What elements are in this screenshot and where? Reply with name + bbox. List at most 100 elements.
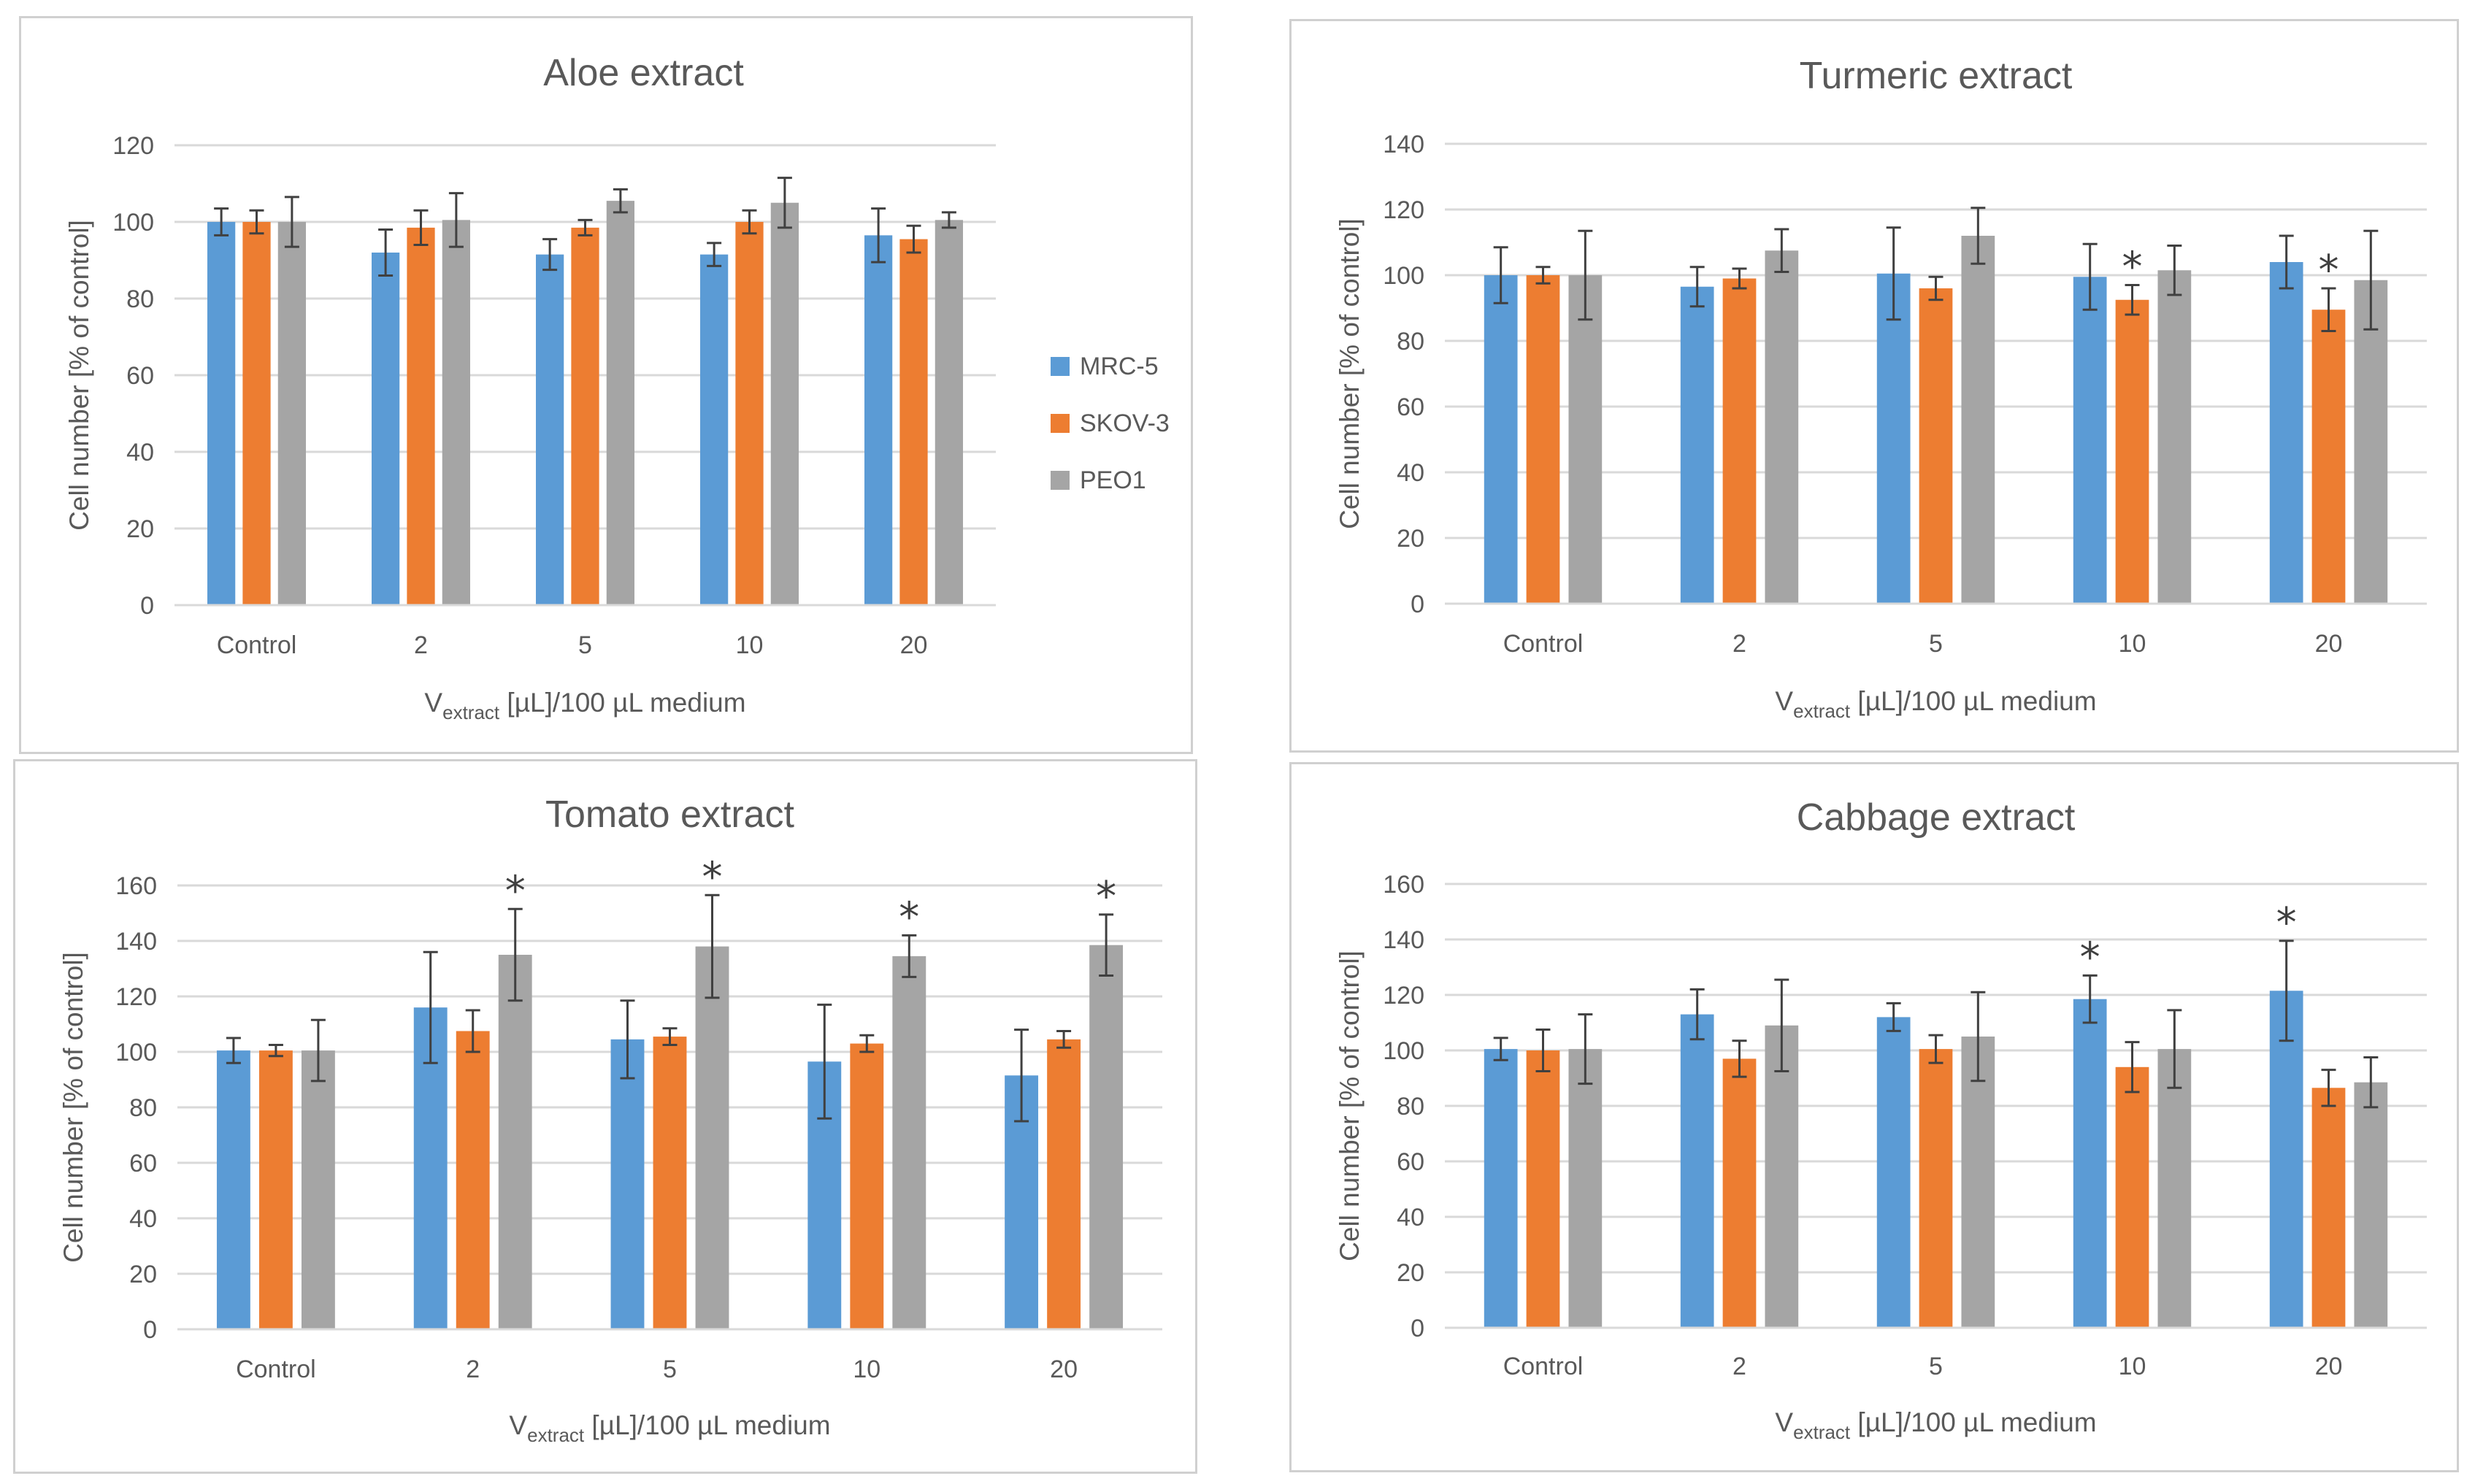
x-tick-label: 2 <box>466 1356 480 1383</box>
x-tick-label: 20 <box>900 631 928 659</box>
y-tick-label: 140 <box>115 928 157 956</box>
legend-swatch-skov-3 <box>1051 414 1070 433</box>
y-tick-label: 0 <box>1411 1315 1424 1342</box>
y-tick-label: 80 <box>126 285 154 313</box>
turmeric-chart-panel: Turmeric extract 0 20 40 60 80 100 120 140 Cell n… <box>1289 19 2459 753</box>
y-axis-label: Cell number [% of control] <box>1335 950 1365 1261</box>
bar-skov-3-10 <box>2115 1066 2149 1328</box>
y-axis-label: Cell number [% of control] <box>64 220 94 531</box>
legend-swatch-peo1 <box>1051 471 1070 490</box>
bar-mrc-5-10 <box>2073 999 2107 1328</box>
bar-peo1-10 <box>2157 270 2192 604</box>
y-tick-label: 120 <box>112 132 154 160</box>
x-tick-label: 5 <box>578 631 592 659</box>
x-tick-label: 10 <box>2119 630 2146 658</box>
bar-peo1-5 <box>1961 1037 1995 1328</box>
bar-mrc-5-2 <box>1680 1014 1714 1328</box>
x-tick-label: 5 <box>663 1356 677 1383</box>
tomato-chart: Tomato extract 0 20 40 60 80 100 120 140 160 Cell … <box>58 793 1162 1446</box>
bar-skov-3-2 <box>407 227 435 605</box>
y-tick-label: 60 <box>1397 1148 1424 1176</box>
bar-mrc-5-5 <box>1876 1017 1911 1328</box>
y-tick-label: 120 <box>115 983 157 1011</box>
x-axis-label: Vextract [µL]/100 µL medium <box>509 1410 830 1446</box>
x-tick-label: 2 <box>1732 630 1746 658</box>
bar-skov-3-control <box>242 222 271 605</box>
y-tick-label: 80 <box>1397 328 1424 355</box>
cabbage-chart: Cabbage extract 0 20 40 60 80 100 120 140 160 Cell… <box>1335 796 2427 1443</box>
bar-skov-3-20 <box>1047 1039 1081 1329</box>
bar-skov-3-2 <box>1722 1058 1757 1328</box>
significance-star: * <box>1096 873 1116 920</box>
significance-star: * <box>2122 244 2143 291</box>
bar-skov-3-10 <box>2115 299 2149 604</box>
y-tick-label: 120 <box>1383 982 1424 1010</box>
y-tick-label: 100 <box>115 1039 157 1066</box>
chart-title: Tomato extract <box>545 793 795 836</box>
x-tick-label: Control <box>1503 630 1584 658</box>
bar-mrc-5-control <box>207 222 236 605</box>
bar-mrc-5-10 <box>700 254 729 605</box>
x-tick-label: 5 <box>1929 630 1943 658</box>
legend-swatch-mrc-5 <box>1051 357 1070 376</box>
bar-mrc-5-2 <box>372 253 400 605</box>
bar-peo1-20 <box>935 220 963 605</box>
legend-label-peo1: PEO1 <box>1080 466 1146 494</box>
y-tick-label: 20 <box>126 515 154 543</box>
y-tick-label: 40 <box>126 439 154 466</box>
turmeric-chart: Turmeric extract 0 20 40 60 80 100 120 140 Cell n… <box>1335 55 2427 722</box>
bar-mrc-5-control <box>216 1050 250 1329</box>
bar-peo1-2 <box>1765 250 1799 604</box>
y-tick-label: 80 <box>1397 1093 1424 1120</box>
bar-peo1-2 <box>1765 1025 1799 1328</box>
bar-mrc-5-10 <box>2073 277 2107 604</box>
bar-skov-3-5 <box>1919 288 1953 604</box>
y-tick-label: 100 <box>1383 262 1424 290</box>
bar-skov-3-2 <box>456 1031 490 1329</box>
bar-skov-3-2 <box>1722 278 1757 604</box>
y-tick-label: 0 <box>1411 591 1424 618</box>
significance-star: * <box>2080 934 2100 981</box>
y-tick-label: 0 <box>143 1316 157 1344</box>
bar-mrc-5-20 <box>864 235 893 605</box>
bar-peo1-20 <box>2354 1082 2388 1328</box>
bar-mrc-5-5 <box>610 1039 645 1329</box>
bar-peo1-10 <box>892 956 926 1329</box>
bar-peo1-20 <box>1089 945 1124 1329</box>
bar-skov-3-control <box>258 1050 293 1329</box>
x-tick-label: 20 <box>2315 1353 2343 1380</box>
x-tick-label: Control <box>217 631 297 659</box>
x-tick-label: Control <box>236 1356 316 1383</box>
bar-skov-3-control <box>1526 1050 1560 1328</box>
bar-skov-3-20 <box>2311 310 2346 604</box>
significance-star: * <box>2276 899 2297 947</box>
y-tick-label: 0 <box>140 592 154 620</box>
bar-peo1-2 <box>498 955 532 1329</box>
bar-skov-3-20 <box>2311 1088 2346 1328</box>
significance-star: * <box>702 853 723 901</box>
bar-peo1-control <box>277 222 306 605</box>
bar-skov-3-20 <box>899 239 928 605</box>
x-tick-label: 2 <box>414 631 428 659</box>
bar-skov-3-5 <box>653 1037 687 1329</box>
y-tick-label: 120 <box>1383 196 1424 224</box>
y-tick-label: 80 <box>129 1094 157 1122</box>
aloe-chart: Aloe extract 0 20 40 60 80 100 120 Cell number [… <box>64 52 1170 723</box>
y-tick-label: 40 <box>1397 459 1424 487</box>
bar-peo1-20 <box>2354 280 2388 604</box>
bar-skov-3-control <box>1526 275 1560 604</box>
y-axis-label: Cell number [% of control] <box>1335 218 1365 529</box>
x-axis-label: Vextract [µL]/100 µL medium <box>424 688 745 723</box>
bar-mrc-5-control <box>1484 275 1518 604</box>
tomato-chart-panel: Tomato extract 0 20 40 60 80 100 120 140 160 Cell … <box>13 759 1197 1474</box>
y-tick-label: 140 <box>1383 131 1424 158</box>
y-tick-label: 60 <box>129 1150 157 1177</box>
bar-mrc-5-5 <box>536 254 564 605</box>
y-tick-label: 40 <box>1397 1204 1424 1231</box>
bar-peo1-2 <box>442 220 470 605</box>
x-tick-label: 10 <box>2119 1353 2146 1380</box>
y-tick-label: 60 <box>126 362 154 390</box>
y-axis-label: Cell number [% of control] <box>58 952 88 1263</box>
bar-peo1-10 <box>770 202 799 605</box>
x-tick-label: 5 <box>1929 1353 1943 1380</box>
